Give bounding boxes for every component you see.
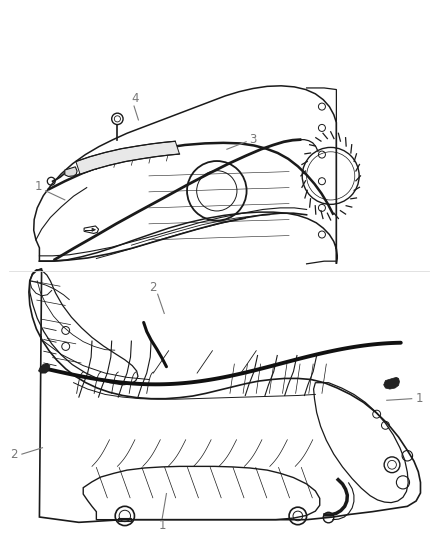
Polygon shape	[384, 377, 399, 389]
Polygon shape	[65, 167, 77, 176]
Text: 4: 4	[131, 92, 139, 105]
Text: 2: 2	[10, 448, 18, 461]
Text: 1: 1	[35, 180, 42, 193]
Polygon shape	[39, 364, 50, 373]
Text: 2: 2	[149, 281, 157, 294]
Text: 1: 1	[158, 519, 166, 532]
Text: 1: 1	[416, 392, 424, 405]
Text: 3: 3	[250, 133, 257, 146]
Polygon shape	[76, 141, 180, 174]
Polygon shape	[92, 228, 95, 231]
